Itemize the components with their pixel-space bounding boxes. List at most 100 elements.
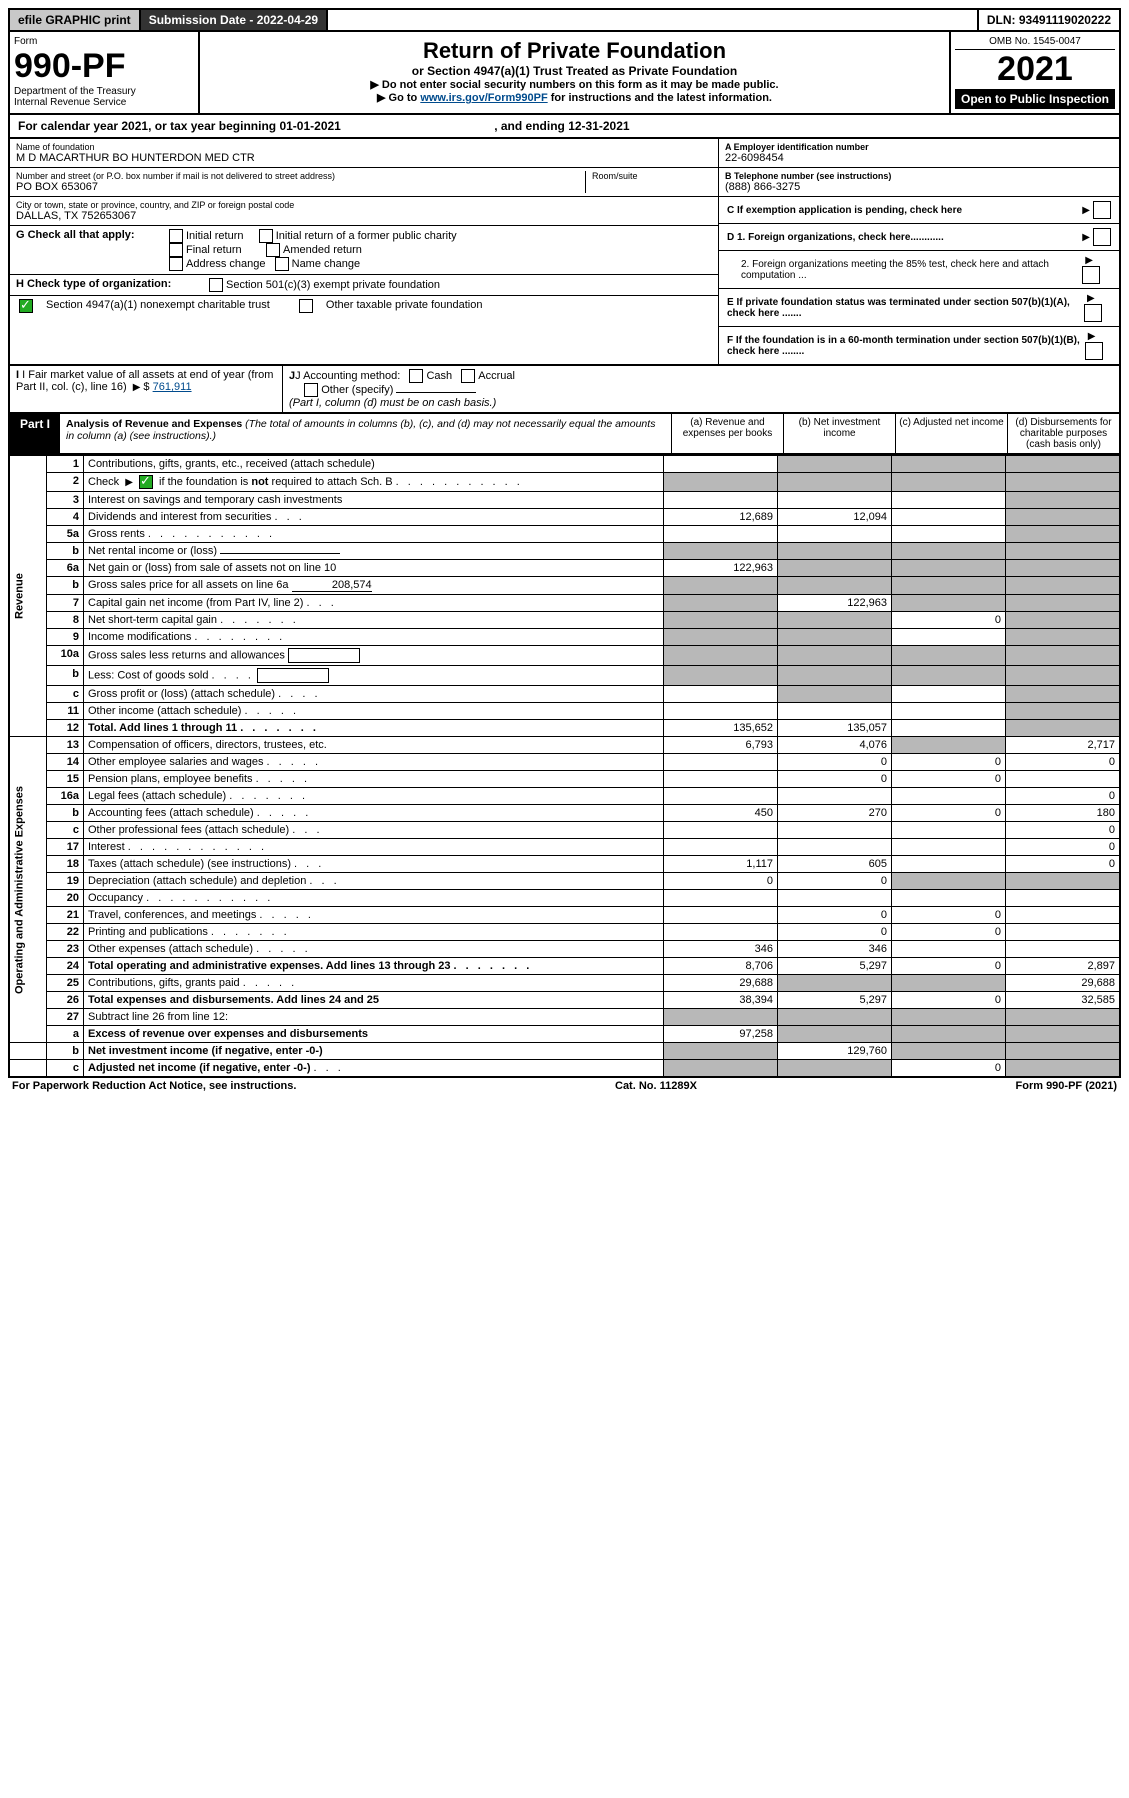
line-19: 19Depreciation (attach schedule) and dep…	[9, 873, 1120, 890]
d2-checkbox[interactable]	[1082, 266, 1100, 284]
form-subtitle: or Section 4947(a)(1) Trust Treated as P…	[206, 64, 943, 78]
col-a-header: (a) Revenue and expenses per books	[671, 414, 783, 453]
form-title: Return of Private Foundation	[206, 38, 943, 64]
line-2: 2Check if the foundation is not required…	[9, 473, 1120, 492]
year-block: OMB No. 1545-0047 2021 Open to Public In…	[949, 32, 1119, 113]
ij-row: I I Fair market value of all assets at e…	[8, 366, 1121, 414]
e-label: E If private foundation status was termi…	[727, 297, 1084, 319]
footer: For Paperwork Reduction Act Notice, see …	[8, 1078, 1121, 1094]
line-21: 21Travel, conferences, and meetings . . …	[9, 907, 1120, 924]
amt-27bb: 129,760	[778, 1043, 892, 1060]
fmv-link[interactable]: 761,911	[153, 381, 192, 393]
4947-checkbox[interactable]	[19, 299, 33, 313]
amt-12a: 135,652	[664, 720, 778, 737]
period-begin: 01-01-2021	[279, 119, 340, 133]
amt-26d: 32,585	[1006, 992, 1121, 1009]
amt-21c: 0	[892, 907, 1006, 924]
arrow-icon	[1088, 331, 1096, 342]
line-27c: cAdjusted net income (if negative, enter…	[9, 1060, 1120, 1078]
entity-left: Name of foundation M D MACARTHUR BO HUNT…	[10, 139, 718, 364]
line-5b: bNet rental income or (loss)	[9, 543, 1120, 560]
line-26: 26Total expenses and disbursements. Add …	[9, 992, 1120, 1009]
other-taxable-checkbox[interactable]	[299, 299, 313, 313]
instructions-link[interactable]: www.irs.gov/Form990PF	[420, 92, 547, 104]
f-label: F If the foundation is in a 60-month ter…	[727, 335, 1085, 357]
cash-checkbox[interactable]	[409, 369, 423, 383]
line12-desc: Total. Add lines 1 through 11 . . . . . …	[84, 720, 664, 737]
line-9: 9Income modifications . . . . . . . .	[9, 629, 1120, 646]
line23-desc: Other expenses (attach schedule) . . . .…	[84, 941, 664, 958]
arrow-icon	[1082, 205, 1090, 216]
amended-checkbox[interactable]	[266, 243, 280, 257]
amt-6a: 122,963	[664, 560, 778, 577]
line8-desc: Net short-term capital gain . . . . . . …	[84, 612, 664, 629]
arrow-icon	[133, 381, 141, 393]
period-pre: For calendar year 2021, or tax year begi…	[18, 119, 279, 133]
amt-17d: 0	[1006, 839, 1121, 856]
line5a-desc: Gross rents . . . . . . . . . . .	[84, 526, 664, 543]
accrual-checkbox[interactable]	[461, 369, 475, 383]
arrow-icon	[1085, 255, 1093, 266]
form-note1: ▶ Do not enter social security numbers o…	[206, 78, 943, 91]
title-block: Return of Private Foundation or Section …	[200, 32, 949, 113]
line-14: 14Other employee salaries and wages . . …	[9, 754, 1120, 771]
omb-number: OMB No. 1545-0047	[955, 36, 1115, 50]
col-b-header: (b) Net investment income	[783, 414, 895, 453]
period-end: 12-31-2021	[568, 119, 629, 133]
name-change-checkbox[interactable]	[275, 257, 289, 271]
phone-label: B Telephone number (see instructions)	[725, 171, 1113, 181]
501c3-checkbox[interactable]	[209, 278, 223, 292]
initial-return-checkbox[interactable]	[169, 229, 183, 243]
efile-label[interactable]: efile GRAPHIC print	[10, 10, 141, 30]
footer-left: For Paperwork Reduction Act Notice, see …	[12, 1080, 296, 1092]
amt-16ba: 450	[664, 805, 778, 822]
g-address: Address change	[186, 258, 266, 270]
f-row: F If the foundation is in a 60-month ter…	[719, 327, 1119, 364]
line-15: 15Pension plans, employee benefits . . .…	[9, 771, 1120, 788]
line26-desc: Total expenses and disbursements. Add li…	[84, 992, 664, 1009]
initial-former-checkbox[interactable]	[259, 229, 273, 243]
line24-desc: Total operating and administrative expen…	[84, 958, 664, 975]
part1-title-block: Analysis of Revenue and Expenses (The to…	[60, 414, 671, 453]
amt-16bd: 180	[1006, 805, 1121, 822]
other-method-checkbox[interactable]	[304, 383, 318, 397]
line27c-desc: Adjusted net income (if negative, enter …	[84, 1060, 664, 1078]
amt-24d: 2,897	[1006, 958, 1121, 975]
address-change-checkbox[interactable]	[169, 257, 183, 271]
i-block: I I Fair market value of all assets at e…	[10, 366, 283, 412]
city-row: City or town, state or province, country…	[10, 197, 718, 226]
f-checkbox[interactable]	[1085, 342, 1103, 360]
amt-18b: 605	[778, 856, 892, 873]
line25-desc: Contributions, gifts, grants paid . . . …	[84, 975, 664, 992]
dln: DLN: 93491119020222	[977, 10, 1119, 30]
amt-16bc: 0	[892, 805, 1006, 822]
final-return-checkbox[interactable]	[169, 243, 183, 257]
note2-post: for instructions and the latest informat…	[548, 92, 772, 104]
e-row: E If private foundation status was termi…	[719, 289, 1119, 327]
j-cash: Cash	[426, 370, 452, 382]
line-6b: bGross sales price for all assets on lin…	[9, 577, 1120, 595]
d1-checkbox[interactable]	[1093, 228, 1111, 246]
amt-22b: 0	[778, 924, 892, 941]
line14-desc: Other employee salaries and wages . . . …	[84, 754, 664, 771]
line13-desc: Compensation of officers, directors, tru…	[84, 737, 664, 754]
line6a-desc: Net gain or (loss) from sale of assets n…	[84, 560, 664, 577]
line-20: 20Occupancy . . . . . . . . . . .	[9, 890, 1120, 907]
g-final: Final return	[186, 244, 242, 256]
line22-desc: Printing and publications . . . . . . .	[84, 924, 664, 941]
g-label: G Check all that apply:	[16, 229, 156, 241]
j-label: J Accounting method:	[295, 370, 400, 382]
c-checkbox[interactable]	[1093, 201, 1111, 219]
schb-checkbox[interactable]	[139, 475, 153, 489]
e-checkbox[interactable]	[1084, 304, 1102, 322]
line-7: 7Capital gain net income (from Part IV, …	[9, 595, 1120, 612]
line-3: 3Interest on savings and temporary cash …	[9, 492, 1120, 509]
amt-13b: 4,076	[778, 737, 892, 754]
line-10b: bLess: Cost of goods sold . . . .	[9, 666, 1120, 686]
amt-24b: 5,297	[778, 958, 892, 975]
amt-14c: 0	[892, 754, 1006, 771]
name-row: Name of foundation M D MACARTHUR BO HUNT…	[10, 139, 718, 168]
line-16b: bAccounting fees (attach schedule) . . .…	[9, 805, 1120, 822]
amt-14d: 0	[1006, 754, 1121, 771]
line17-desc: Interest . . . . . . . . . . . .	[84, 839, 664, 856]
